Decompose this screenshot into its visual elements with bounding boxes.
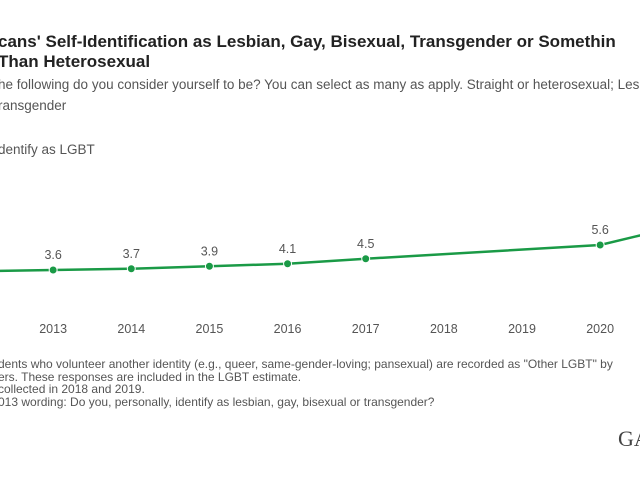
data-label: 3.7 <box>123 247 140 261</box>
data-line <box>0 234 640 273</box>
x-tick-label: 2019 <box>508 322 536 336</box>
chart-title: Than Heterosexual <box>0 52 150 71</box>
x-tick-label: 2013 <box>39 322 67 336</box>
x-tick-label: 2017 <box>352 322 380 336</box>
footnote: dents who volunteer another identity (e.… <box>0 357 613 371</box>
x-tick-label: 2016 <box>274 322 302 336</box>
data-label: 5.6 <box>591 223 608 237</box>
subtitle: ransgender <box>0 98 67 113</box>
footnote: 013 wording: Do you, personally, identif… <box>0 395 435 409</box>
footnote: collected in 2018 and 2019. <box>0 382 145 396</box>
logo: GA <box>618 426 640 451</box>
data-point <box>361 254 371 264</box>
data-point <box>595 240 605 250</box>
legend-label: dentify as LGBT <box>0 142 95 157</box>
footnote: ers. These responses are included in the… <box>0 370 301 384</box>
x-tick-label: 2015 <box>196 322 224 336</box>
data-label: 4.1 <box>279 242 296 256</box>
x-tick-label: 2014 <box>117 322 145 336</box>
data-label: 3.9 <box>201 244 218 258</box>
subtitle: he following do you consider yourself to… <box>0 77 640 92</box>
data-label: 3.6 <box>44 248 61 262</box>
chart-title: cans' Self-Identification as Lesbian, Ga… <box>0 32 616 51</box>
x-tick-label: 2020 <box>586 322 614 336</box>
data-point <box>126 264 136 274</box>
x-tick-label: 2018 <box>430 322 458 336</box>
data-point <box>283 259 293 269</box>
data-point <box>48 265 58 275</box>
data-point <box>204 261 214 271</box>
data-label: 4.5 <box>357 237 374 251</box>
